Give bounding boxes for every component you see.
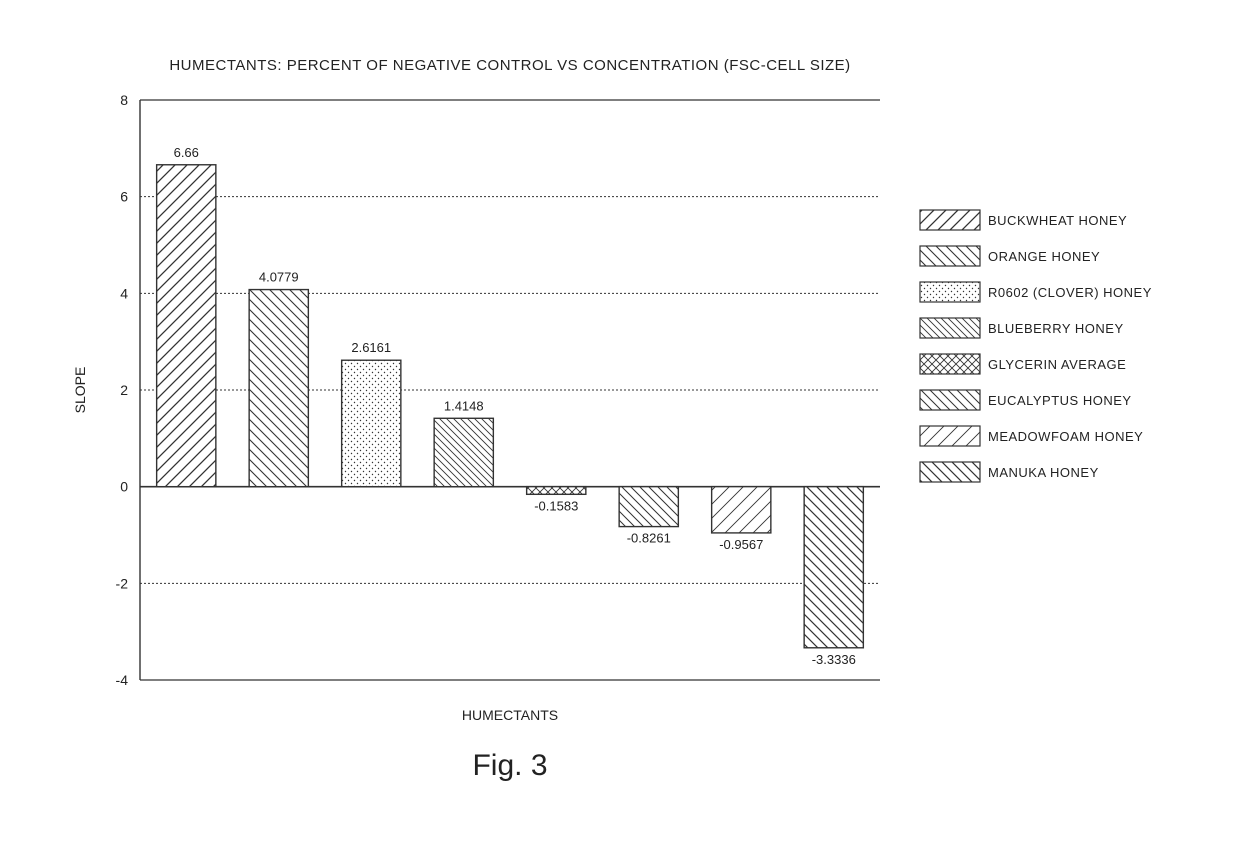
bar: [712, 487, 771, 533]
bar: [249, 290, 308, 487]
legend-swatch: [920, 210, 980, 230]
y-tick-label: 2: [120, 382, 128, 398]
legend-label: MEADOWFOAM HONEY: [988, 429, 1143, 444]
y-tick-label: -4: [116, 672, 129, 688]
legend-label: BLUEBERRY HONEY: [988, 321, 1124, 336]
bar-value-label: -0.1583: [534, 498, 578, 513]
y-tick-label: 6: [120, 189, 128, 205]
bar-value-label: -3.3336: [812, 652, 856, 667]
y-tick-label: -2: [116, 575, 129, 591]
legend-swatch: [920, 462, 980, 482]
legend-label: EUCALYPTUS HONEY: [988, 393, 1132, 408]
bar-value-label: 4.0779: [259, 270, 299, 285]
legend-swatch: [920, 390, 980, 410]
chart-container: HUMECTANTS: PERCENT OF NEGATIVE CONTROL …: [20, 20, 1220, 820]
y-tick-label: 8: [120, 92, 128, 108]
y-tick-label: 4: [120, 285, 128, 301]
legend-swatch: [920, 426, 980, 446]
bar-value-label: 6.66: [174, 145, 199, 160]
bar-value-label: 1.4148: [444, 398, 484, 413]
legend: BUCKWHEAT HONEY ORANGE HONEY R0602 (CLOVER…: [920, 210, 1152, 482]
chart-svg: HUMECTANTS: PERCENT OF NEGATIVE CONTROL …: [20, 20, 1220, 820]
legend-swatch: [920, 282, 980, 302]
figure-caption: Fig. 3: [472, 749, 547, 782]
bar: [619, 487, 678, 527]
bar: [157, 165, 216, 487]
legend-label: BUCKWHEAT HONEY: [988, 213, 1127, 228]
x-axis-label: HUMECTANTS: [462, 707, 558, 723]
bar: [434, 418, 493, 486]
y-tick-label: 0: [120, 479, 128, 495]
bar: [527, 487, 586, 495]
plot-area: -4 -2 0 2 4 6 8 6.66 4.0779 2.6161 1.4148 -0.1583 -0…: [116, 92, 880, 688]
legend-swatch: [920, 246, 980, 266]
legend-swatch: [920, 354, 980, 374]
legend-label: MANUKA HONEY: [988, 465, 1099, 480]
legend-label: ORANGE HONEY: [988, 249, 1100, 264]
bar-value-label: -0.9567: [719, 537, 763, 552]
bar-value-label: 2.6161: [351, 340, 391, 355]
legend-label: R0602 (CLOVER) HONEY: [988, 285, 1152, 300]
chart-title: HUMECTANTS: PERCENT OF NEGATIVE CONTROL …: [169, 57, 850, 74]
legend-label: GLYCERIN AVERAGE: [988, 357, 1126, 372]
bar: [342, 360, 401, 486]
bar-value-label: -0.8261: [627, 531, 671, 546]
bar: [804, 487, 863, 648]
legend-swatch: [920, 318, 980, 338]
y-axis-label: SLOPE: [72, 367, 88, 414]
